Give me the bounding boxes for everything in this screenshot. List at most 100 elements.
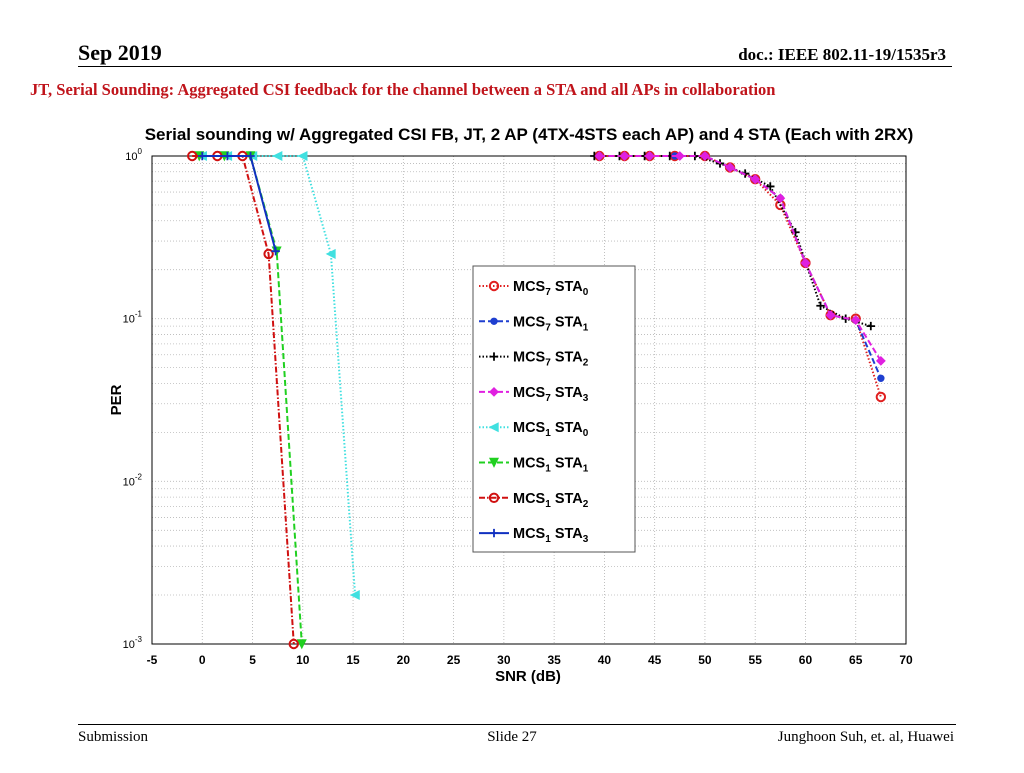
data-point (875, 355, 886, 366)
series-mcs1-sta2 (187, 150, 299, 650)
legend-label: MCS7 STA2 (513, 350, 589, 369)
footer-divider (78, 724, 956, 725)
data-point (223, 151, 232, 161)
y-tick-label: 10-3 (123, 635, 143, 651)
x-tick-label: 10 (296, 653, 310, 667)
legend-entry: MCS1 STA1 (479, 456, 589, 475)
data-point (725, 162, 735, 173)
legend-label: MCS7 STA1 (513, 314, 589, 333)
legend-entry: MCS1 STA0 (479, 420, 589, 439)
data-point (288, 638, 299, 650)
legend-swatch-marker (489, 528, 499, 538)
legend-swatch-marker (489, 386, 499, 397)
series-mcs7-sta3 (594, 151, 886, 366)
x-tick-label: 30 (497, 653, 511, 667)
legend-label: MCS7 STA0 (513, 279, 589, 298)
x-tick-label: 40 (598, 653, 612, 667)
legend-box (472, 265, 636, 553)
data-point (674, 151, 685, 161)
x-tick-label: 45 (648, 653, 662, 667)
legend-label: MCS1 STA2 (513, 491, 589, 510)
chart-legend: MCS7 STA0 MCS7 STA1 MCS7 STA2 MCS7 STA3 MCS1… (472, 265, 636, 553)
header-divider (78, 66, 952, 67)
chart-title: Serial sounding w/ Aggregated CSI FB, JT… (145, 125, 914, 144)
data-point (800, 258, 811, 268)
header-date: Sep 2019 (78, 40, 162, 65)
series-line (599, 155, 882, 362)
legend-label: MCS1 STA3 (513, 526, 589, 545)
data-point (594, 151, 605, 161)
chart-axes: -5 0 5 10 15 20 25 30 35 40 45 50 55 60 65 70 100 10-1 10-… (123, 147, 913, 667)
legend-entry: MCS7 STA0 (479, 279, 589, 298)
x-tick-label: 70 (899, 653, 913, 667)
series-mcs1-sta3 (198, 151, 280, 256)
data-point (263, 248, 274, 260)
footer-slide-number: Slide 27 (487, 729, 537, 745)
data-point (644, 151, 655, 161)
x-tick-label: 50 (698, 653, 712, 667)
footer-authors: Junghoon Suh, et. al, Huawei (777, 729, 954, 745)
data-point (198, 151, 207, 161)
legend-swatch-marker (489, 352, 499, 361)
chart-plot-area (187, 150, 887, 650)
data-point (187, 150, 198, 162)
data-point (349, 590, 360, 601)
x-axis-label: SNR (dB) (495, 668, 561, 685)
series-line (202, 155, 277, 252)
data-point (816, 301, 825, 310)
y-tick-label: 100 (125, 147, 142, 163)
data-point (750, 174, 761, 185)
y-axis-label: PER (108, 384, 125, 415)
data-point (246, 151, 255, 161)
data-point (272, 150, 283, 162)
data-point (325, 248, 336, 259)
y-tick-label: 10-1 (123, 310, 143, 326)
series-line (202, 155, 357, 596)
legend-swatch-marker (490, 317, 498, 325)
legend-swatch-marker (488, 422, 499, 433)
header-doc-id: doc.: IEEE 802.11-19/1535r3 (738, 45, 946, 64)
series-line (199, 155, 303, 645)
legend-swatch-marker (488, 492, 500, 503)
legend-swatch-marker (488, 457, 500, 468)
x-tick-label: 60 (799, 653, 813, 667)
data-point (766, 182, 775, 191)
legend-entry: MCS1 STA2 (479, 491, 589, 510)
x-tick-label: -5 (147, 653, 158, 667)
slide-title: JT, Serial Sounding: Aggregated CSI feed… (30, 80, 776, 99)
data-point (619, 151, 630, 161)
legend-entry: MCS7 STA2 (479, 350, 589, 369)
plot-frame (151, 155, 907, 645)
series-mcs7-sta0 (594, 150, 887, 403)
x-tick-label: 0 (199, 653, 206, 667)
legend-label: MCS7 STA3 (513, 385, 589, 404)
x-tick-label: 25 (447, 653, 461, 667)
y-tick-label: 10-2 (123, 472, 143, 488)
legend-entry: MCS7 STA1 (479, 314, 589, 333)
x-tick-label: 55 (749, 653, 763, 667)
legend-swatch-marker (488, 280, 500, 292)
data-point (700, 151, 710, 161)
data-point (866, 321, 876, 331)
x-tick-label: 20 (397, 653, 411, 667)
legend-entry: MCS1 STA3 (479, 526, 589, 545)
data-point (775, 193, 786, 204)
x-tick-label: 5 (249, 653, 256, 667)
series-line (192, 155, 295, 645)
x-tick-label: 15 (346, 653, 360, 667)
x-tick-label: 65 (849, 653, 863, 667)
data-point (296, 639, 307, 650)
legend-label: MCS1 STA1 (513, 456, 589, 475)
data-point (271, 246, 280, 256)
legend-entry: MCS7 STA3 (479, 385, 589, 404)
series-mcs1-sta0 (196, 150, 360, 601)
legend-label: MCS1 STA0 (513, 420, 589, 439)
data-point (825, 310, 836, 321)
series-mcs7-sta1 (595, 152, 885, 382)
series-line (599, 155, 882, 379)
data-point (850, 315, 861, 326)
footer-submission: Submission (78, 729, 149, 745)
x-tick-label: 35 (547, 653, 561, 667)
